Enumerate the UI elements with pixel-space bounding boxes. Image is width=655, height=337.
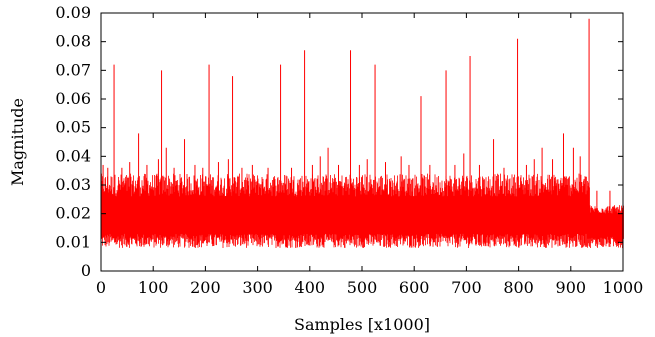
y-tick-label: 0 [81,261,91,280]
y-tick-label: 0.08 [55,32,91,51]
y-tick-label: 0.01 [55,232,91,251]
signal-band-core [101,196,590,234]
x-tick-label: 600 [399,278,430,297]
y-tick-label: 0.04 [55,146,91,165]
y-tick-label: 0.02 [55,204,91,223]
x-tick-label: 400 [295,278,326,297]
x-tick-label: 1000 [603,278,644,297]
x-axis-label: Samples [x1000] [294,315,430,334]
y-tick-label: 0.09 [55,3,91,22]
x-tick-label: 300 [242,278,273,297]
x-tick-label: 900 [556,278,587,297]
x-tick-label: 200 [190,278,221,297]
y-tick-label: 0.03 [55,175,91,194]
x-tick-label: 0 [96,278,106,297]
x-tick-label: 700 [451,278,482,297]
x-tick-label: 100 [138,278,169,297]
y-axis-label: Magnitude [8,98,27,186]
plot-area [100,18,624,249]
y-tick-label: 0.06 [55,89,91,108]
y-tick-label: 0.05 [55,118,91,137]
y-tick-label: 0.07 [55,60,91,79]
x-tick-label: 500 [347,278,378,297]
x-tick-label: 800 [503,278,534,297]
axis-ticks: 0 100 200 300 400 500 600 700 800 900 1000 0 0.01 0.0… [55,3,643,297]
signal-band-core [589,213,623,237]
